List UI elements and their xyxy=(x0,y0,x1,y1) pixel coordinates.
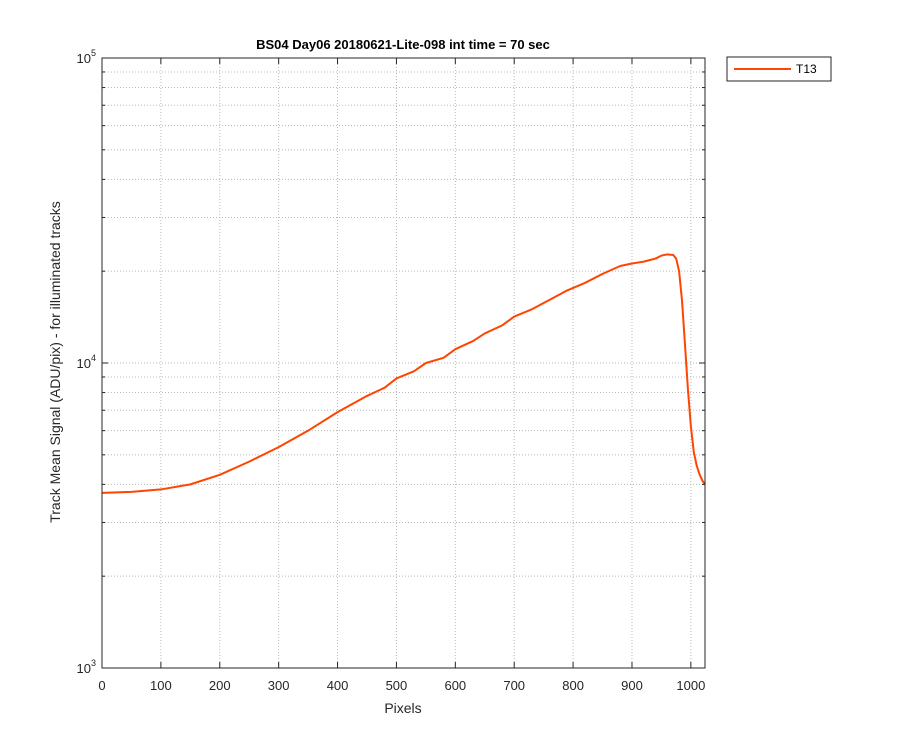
y-tick-label: 104 xyxy=(77,353,96,371)
x-tick-label: 900 xyxy=(621,678,643,693)
y-tick-label: 105 xyxy=(77,48,96,66)
axes xyxy=(101,57,706,669)
plot-area xyxy=(101,253,706,494)
x-axis-label: Pixels xyxy=(384,700,421,716)
y-tick-label: 103 xyxy=(77,658,96,676)
y-axis-label: Track Mean Signal (ADU/pix) - for illumi… xyxy=(47,201,63,523)
x-tick-label: 200 xyxy=(209,678,231,693)
x-tick-label: 400 xyxy=(327,678,349,693)
x-tick-label: 800 xyxy=(562,678,584,693)
x-tick-label: 100 xyxy=(150,678,172,693)
legend: T13 xyxy=(726,56,832,82)
series-line-t13 xyxy=(101,253,706,494)
x-tick-label: 600 xyxy=(444,678,466,693)
x-tick-label: 500 xyxy=(386,678,408,693)
chart-title: BS04 Day06 20180621-Lite-098 int time = … xyxy=(256,37,550,52)
tick-labels: 0 100 200 300 400 500 600 700 800 900 1000 103 104 10… xyxy=(77,48,706,693)
x-tick-label: 1000 xyxy=(676,678,705,693)
x-tick-label: 700 xyxy=(503,678,525,693)
x-tick-label: 300 xyxy=(268,678,290,693)
x-tick-label: 0 xyxy=(98,678,105,693)
legend-label-t13: T13 xyxy=(796,62,817,76)
